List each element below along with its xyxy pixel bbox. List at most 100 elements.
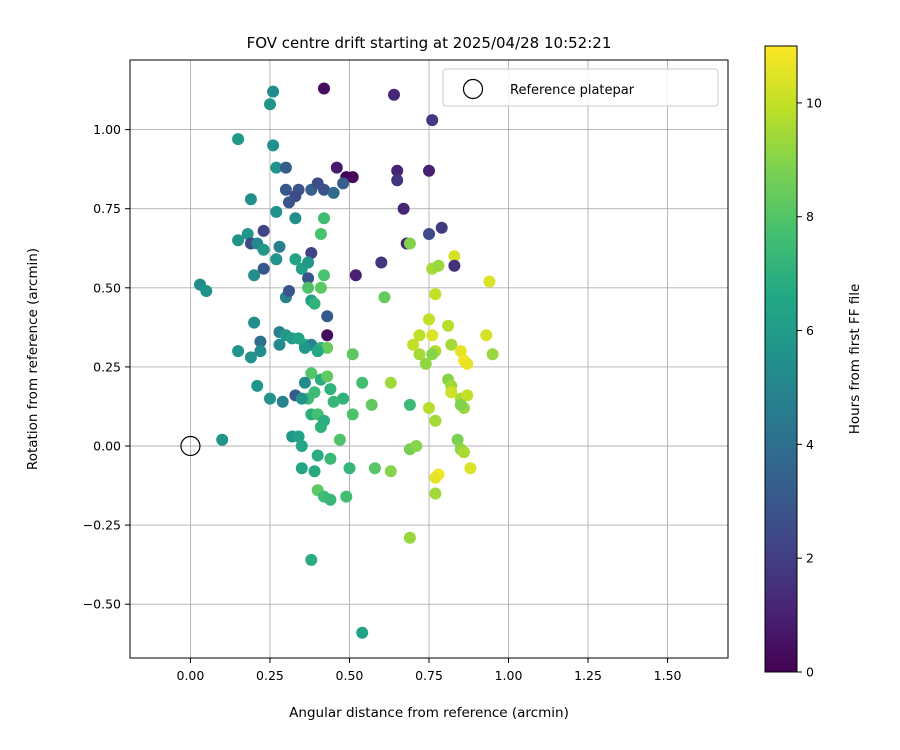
data-point	[257, 224, 270, 237]
data-point	[356, 376, 369, 389]
data-point	[410, 440, 423, 452]
data-point	[273, 338, 286, 351]
data-point	[365, 398, 378, 411]
data-point	[426, 114, 439, 127]
data-point	[254, 345, 267, 358]
colorbar-ticks: 0 2 4 6 8 10	[797, 95, 822, 680]
data-point	[423, 402, 435, 414]
data-point	[267, 139, 280, 152]
data-point	[429, 288, 442, 301]
x-tick-label: 0.25	[256, 668, 284, 683]
data-point	[270, 205, 283, 218]
data-point	[423, 164, 435, 177]
x-tick-label: 0.75	[415, 668, 443, 683]
x-tick-label: 0.00	[177, 668, 205, 683]
data-point	[461, 357, 474, 370]
data-point	[267, 85, 280, 98]
data-point	[314, 281, 327, 294]
colorbar-tick-label: 6	[806, 323, 814, 338]
data-point	[429, 471, 442, 484]
data-point	[279, 183, 292, 196]
data-point	[391, 174, 404, 187]
data-point	[445, 386, 458, 399]
y-tick-label: 0.25	[93, 359, 121, 374]
data-point	[327, 186, 340, 199]
data-point	[289, 253, 302, 266]
data-point	[397, 202, 410, 215]
data-point	[251, 379, 264, 392]
data-point	[273, 240, 286, 253]
data-point	[302, 272, 315, 285]
data-point	[435, 221, 448, 234]
data-point	[279, 161, 292, 174]
data-point	[314, 421, 327, 433]
data-point	[340, 490, 353, 503]
data-point	[283, 196, 295, 209]
y-axis-ticks: −0.50 −0.25 0.00 0.25 0.50 0.75 1.00	[83, 122, 130, 612]
data-point	[254, 335, 267, 348]
data-point	[426, 329, 439, 342]
colorbar-tick-label: 4	[806, 437, 814, 452]
data-point	[305, 247, 318, 259]
data-point	[442, 319, 455, 332]
data-point	[321, 341, 334, 354]
data-point	[486, 348, 499, 361]
legend-box	[442, 68, 719, 107]
data-point	[321, 329, 334, 342]
data-point	[321, 370, 334, 383]
data-point	[308, 465, 321, 478]
data-point	[270, 253, 283, 266]
data-point	[330, 161, 343, 174]
data-point	[324, 383, 337, 396]
y-tick-label: −0.50	[83, 597, 121, 612]
legend-reference-label: Reference platepar	[510, 83, 635, 98]
data-point	[403, 531, 416, 544]
data-point	[429, 487, 442, 500]
data-points	[180, 82, 499, 639]
data-point	[464, 462, 477, 475]
data-point	[429, 414, 442, 427]
data-point	[346, 171, 359, 184]
data-point	[327, 395, 340, 408]
colorbar-tick-label: 0	[806, 665, 814, 680]
colorbar-gradient	[764, 45, 798, 673]
data-point	[423, 313, 435, 326]
x-tick-label: 1.50	[654, 668, 682, 683]
x-tick-label: 1.00	[495, 668, 523, 683]
data-point	[295, 440, 308, 452]
data-point	[343, 462, 356, 475]
data-point	[445, 338, 458, 351]
data-point	[333, 433, 346, 446]
data-point	[298, 341, 311, 354]
data-point	[384, 465, 397, 478]
data-point	[368, 462, 381, 475]
data-point	[454, 345, 467, 358]
colorbar-tick-label: 2	[806, 551, 814, 566]
legend-reference-marker	[462, 78, 484, 100]
colorbar-label: Hours from first FF file	[847, 284, 863, 435]
data-point	[244, 193, 257, 206]
data-point	[346, 408, 359, 421]
data-point	[289, 212, 302, 225]
chart-title: FOV centre drift starting at 2025/04/28 …	[247, 34, 612, 52]
data-point	[324, 452, 337, 465]
data-point	[461, 389, 474, 402]
data-point	[295, 462, 308, 475]
data-point	[276, 395, 289, 408]
data-point	[257, 262, 270, 275]
data-point	[311, 449, 324, 462]
data-point	[257, 243, 270, 256]
colorbar-tick-label: 10	[806, 95, 822, 110]
y-tick-label: −0.25	[83, 518, 121, 533]
data-point	[216, 433, 229, 446]
data-point	[413, 348, 426, 361]
data-point	[200, 285, 213, 297]
data-point	[305, 553, 318, 566]
data-point	[298, 376, 311, 389]
data-point	[308, 297, 321, 310]
data-point	[426, 348, 439, 361]
data-point	[432, 259, 445, 272]
data-point	[349, 269, 362, 282]
data-point	[314, 228, 327, 240]
